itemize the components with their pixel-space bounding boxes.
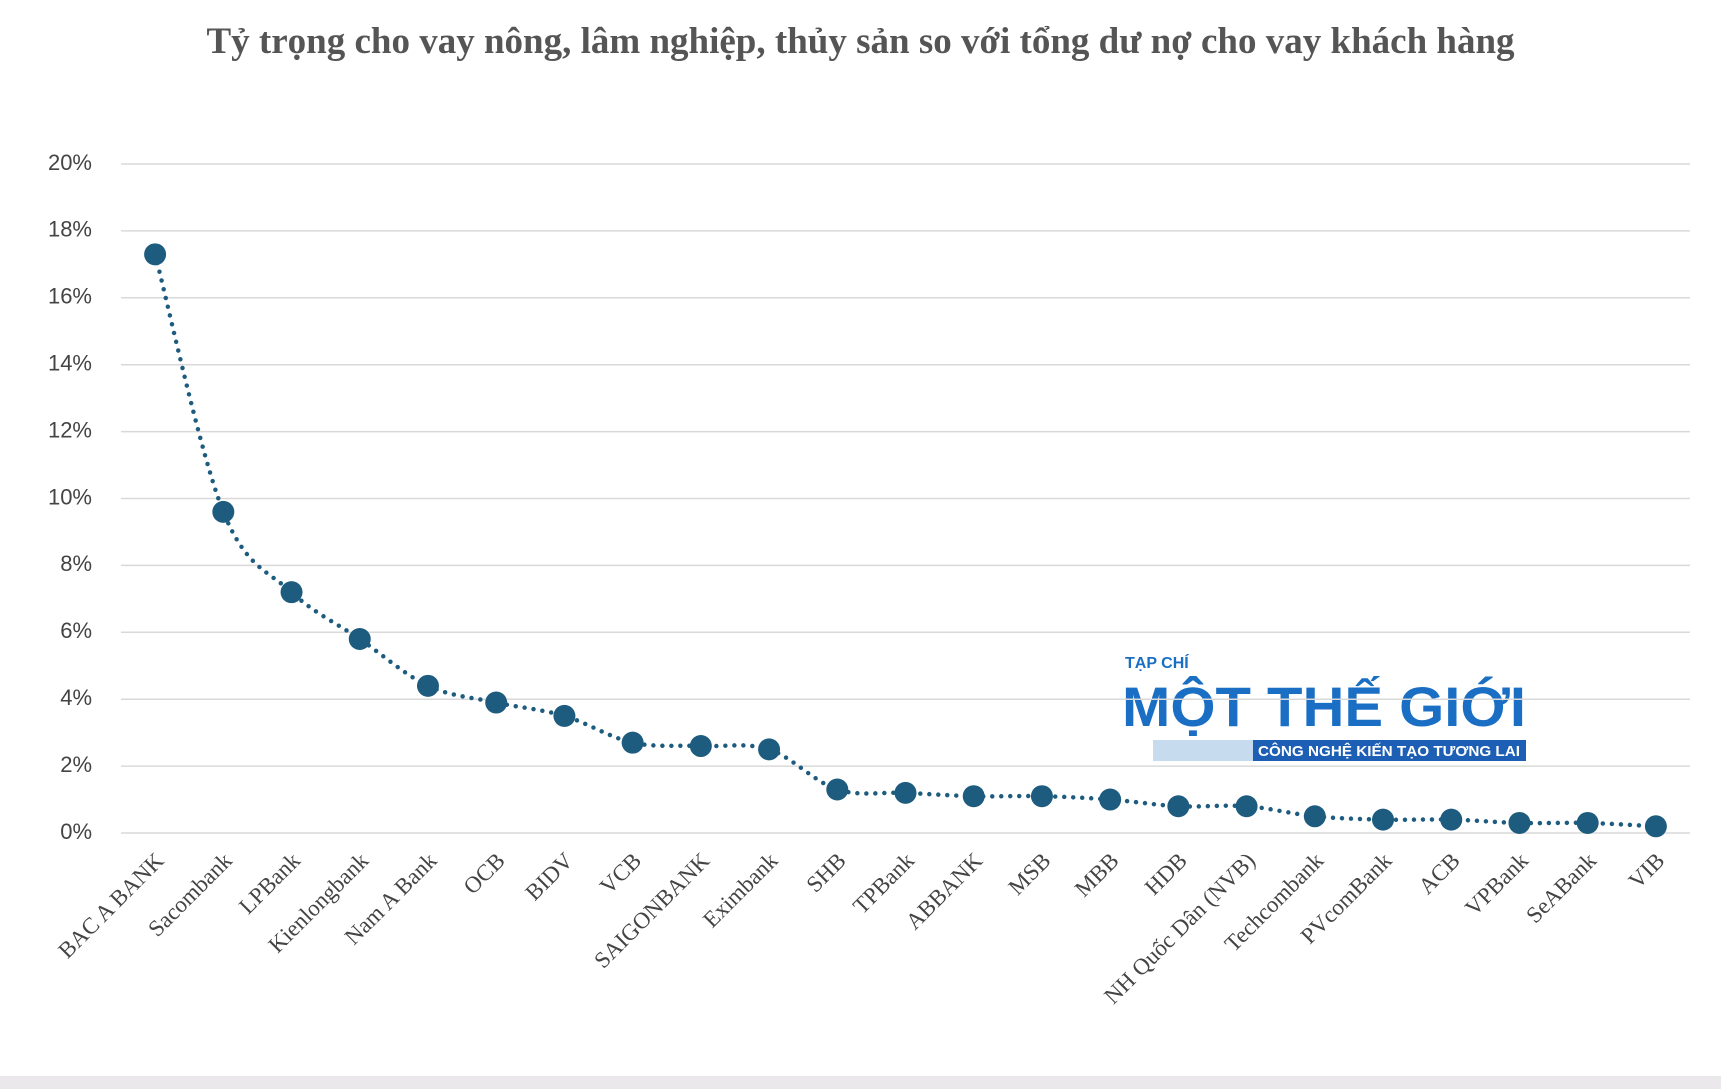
marker [826,778,849,801]
watermark-tagline: CÔNG NGHỆ KIẾN TẠO TƯƠNG LAI [1258,742,1520,760]
marker [1235,795,1258,818]
marker [1167,795,1190,818]
x-tick-label: OCB [459,848,510,899]
marker [1644,815,1667,838]
marker [1440,808,1463,831]
x-tick-label: SHB [801,848,850,897]
marker [1099,788,1122,811]
y-tick-label: 14% [48,351,92,376]
y-tick-label: 8% [60,551,92,576]
marker [1372,808,1395,831]
x-tick-label: BIDV [521,848,579,906]
title-wrap: Tỷ trọng cho vay nông, lâm nghiệp, thủy … [0,18,1721,66]
x-tick-label: BAC A BANK [53,848,169,964]
y-tick-label: 10% [48,484,92,509]
marker [1576,811,1599,834]
x-tick-label: ACB [1414,848,1465,899]
marker [1303,805,1326,828]
y-tick-label: 2% [60,752,92,777]
y-tick-label: 0% [60,819,92,844]
watermark-kicker: TẠP CHÍ [1125,653,1189,672]
y-tick-label: 12% [48,417,92,442]
marker [212,500,235,523]
x-tick-label: VIB [1624,848,1670,894]
watermark: TẠP CHÍ MỘT THẾ GIỚI CÔNG NGHỆ KIẾN TẠO … [1122,653,1526,761]
x-tick-label: Eximbank [698,848,783,933]
y-tick-label: 4% [60,685,92,710]
x-tick-label: HDB [1140,848,1192,900]
watermark-stripe [1153,740,1253,761]
marker [621,731,644,754]
marker [280,581,303,604]
footer-strip [0,1076,1721,1089]
marker [689,735,712,758]
watermark-name: MỘT THẾ GIỚI [1122,675,1526,738]
y-tick-label: 6% [60,618,92,643]
x-tick-label: SAIGONBANK [589,848,714,973]
x-tick-label: VCB [595,848,646,899]
chart-title: Tỷ trọng cho vay nông, lâm nghiệp, thủy … [206,21,1515,62]
marker [416,674,439,697]
marker [758,738,781,761]
y-tick-label: 18% [48,217,92,242]
marker [348,627,371,650]
watermark-band [1253,740,1526,761]
marker [553,704,576,727]
marker [1508,811,1531,834]
marker [1030,785,1053,808]
marker [962,785,985,808]
marker [485,691,508,714]
y-tick-label: 20% [48,150,92,175]
x-tick-label: MBB [1070,848,1124,902]
marker [144,243,167,266]
y-tick-label: 16% [48,284,92,309]
x-tick-label: MSB [1003,848,1055,900]
marker [894,781,917,804]
x-tick-label: SeABank [1521,848,1601,928]
